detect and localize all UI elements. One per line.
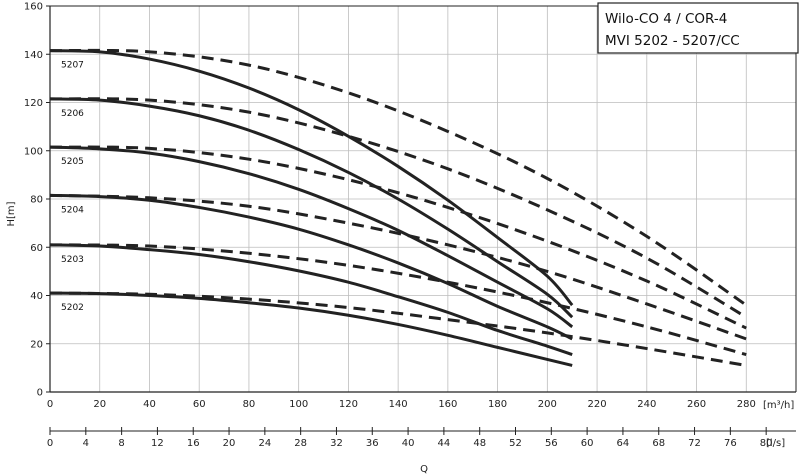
y-tick-label: 60 (30, 243, 43, 254)
curve-label-5205: 5205 (61, 157, 84, 167)
curve-5205-solid (49, 145, 574, 329)
x-tick-label: 40 (143, 399, 156, 410)
x2-tick-label: 20 (223, 438, 236, 449)
y-tick-label: 140 (24, 50, 43, 61)
curve-label-5207: 5207 (61, 61, 84, 71)
x2-tick-label: 32 (330, 438, 343, 449)
curve-5202-dashed (49, 291, 747, 367)
y-tick-label: 120 (24, 98, 43, 109)
x-tick-label: 0 (47, 399, 53, 410)
title-line-1: Wilo-CO 4 / COR-4 (605, 11, 727, 27)
x-tick-label: 100 (289, 399, 308, 410)
curve-5203-dashed (49, 243, 747, 357)
x-unit-label: [m³/h] (763, 400, 794, 411)
x2-tick-label: 12 (151, 438, 164, 449)
x-tick-label: 280 (737, 399, 756, 410)
x-tick-label: 60 (193, 399, 206, 410)
curve-5207-solid (49, 49, 574, 307)
ticks: 0 20 40 60 80 100 120 140 160 180 200 220 240 260 2800… (24, 2, 773, 450)
curve-label-5202: 5202 (61, 303, 84, 313)
x2-tick-label: 48 (473, 438, 486, 449)
x-tick-label: 160 (438, 399, 457, 410)
title-box: Wilo-CO 4 / COR-4 MVI 5202 - 5207/CC (597, 2, 799, 54)
x2-tick-label: 52 (509, 438, 522, 449)
x-tick-label: 240 (637, 399, 656, 410)
curve-5203-solid (49, 243, 573, 357)
grid (50, 6, 796, 392)
x2-tick-label: 28 (294, 438, 307, 449)
x2-tick-label: 80 (760, 438, 773, 449)
x-tick-label: 140 (389, 399, 408, 410)
curves: 5202 5203 5204 5205 5206 5207 (49, 48, 748, 367)
x-tick-label: 200 (538, 399, 557, 410)
x2-tick-label: 24 (258, 438, 271, 449)
y-tick-label: 40 (30, 291, 43, 302)
y-tick-label: 160 (24, 2, 43, 13)
title-line-2: MVI 5202 - 5207/CC (605, 33, 740, 49)
x2-tick-label: 72 (688, 438, 701, 449)
curve-5204-solid (49, 193, 573, 341)
x2-tick-label: 60 (581, 438, 594, 449)
x2-tick-label: 40 (402, 438, 415, 449)
y-tick-label: 80 (30, 195, 43, 206)
x2-tick-label: 44 (438, 438, 451, 449)
curve-5206-solid (49, 97, 574, 319)
x2-tick-label: 4 (83, 438, 89, 449)
y-tick-label: 20 (30, 339, 43, 350)
curve-label-5204: 5204 (61, 205, 84, 215)
curve-5205-dashed (49, 145, 747, 330)
x2-tick-label: 56 (545, 438, 558, 449)
x-tick-label: 180 (488, 399, 507, 410)
curve-5206-dashed (49, 97, 748, 319)
x-tick-label: 220 (588, 399, 607, 410)
x2-tick-label: 36 (366, 438, 379, 449)
x-tick-label: 260 (687, 399, 706, 410)
x-tick-label: 120 (339, 399, 358, 410)
x2-tick-label: 64 (617, 438, 630, 449)
curve-label-5206: 5206 (61, 109, 84, 119)
x2-unit-label: [l/s] (766, 438, 785, 449)
curve-label-5203: 5203 (61, 255, 84, 265)
x2-tick-label: 8 (118, 438, 124, 449)
curve-5207-dashed (49, 48, 748, 307)
y-tick-label: 0 (37, 388, 43, 399)
x2-tick-label: 76 (724, 438, 737, 449)
y-axis-label: H[m] (6, 201, 17, 226)
x-tick-label: 20 (93, 399, 106, 410)
x-axis-label: Q (420, 464, 428, 475)
x2-tick-label: 16 (187, 438, 200, 449)
axes (49, 5, 797, 432)
x2-tick-label: 68 (652, 438, 665, 449)
x2-tick-label: 0 (47, 438, 53, 449)
title-box-frame (597, 2, 799, 54)
x-tick-label: 80 (243, 399, 256, 410)
curve-5204-dashed (49, 193, 747, 341)
y-tick-label: 100 (24, 146, 43, 157)
